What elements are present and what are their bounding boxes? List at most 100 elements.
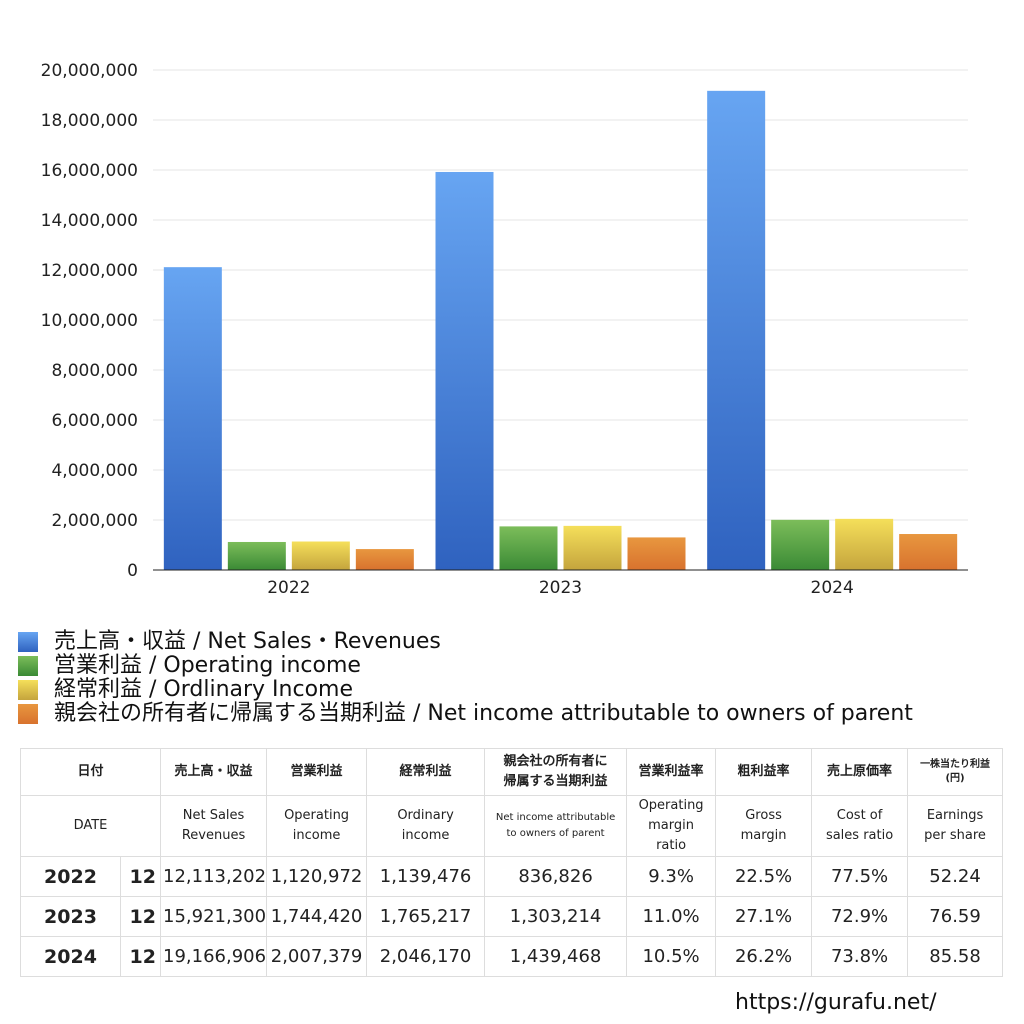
- header-eps-jp-line2: (円): [945, 773, 965, 784]
- y-tick-label: 16,000,000: [41, 161, 138, 181]
- y-tick-label: 0: [127, 561, 138, 581]
- header-sales-jp: 売上高・収益: [159, 748, 268, 796]
- y-tick-label: 12,000,000: [41, 261, 138, 281]
- cell-ordinary: 2,046,170: [366, 936, 486, 977]
- legend-item-operating-income: 営業利益 / Operating income: [18, 654, 913, 678]
- bar-net-income-2024: [899, 534, 958, 570]
- header-date-en: DATE: [20, 795, 161, 857]
- legend-swatch-green: [18, 656, 38, 676]
- bar-operating-income-2023: [499, 526, 558, 570]
- header-net-income-jp-line2: 帰属する当期利益: [503, 774, 608, 789]
- bar-net-sales-2024: [707, 90, 766, 571]
- header-net-income-en-line2: to owners of parent: [506, 828, 605, 839]
- header-net-income-en-line1: Net income attributable: [495, 812, 616, 823]
- cell-net-income: 1,303,214: [484, 896, 628, 937]
- header-op-margin-en: Operating margin ratio: [626, 795, 717, 857]
- cell-sales: 15,921,300: [159, 896, 268, 937]
- header-ordinary-en-line2: income: [401, 828, 450, 843]
- header-date-jp: 日付: [20, 748, 161, 796]
- bar-ordinary-income-2023: [563, 525, 622, 570]
- legend-label: 経常利益 / Ordlinary Income: [54, 677, 353, 702]
- header-cost-ratio-en-line1: Cost of: [836, 808, 883, 823]
- header-operating-en-line2: income: [292, 828, 341, 843]
- cell-ordinary: 1,139,476: [366, 856, 486, 897]
- header-eps-en-line2: per share: [924, 828, 986, 843]
- header-gross-margin-en-line2: margin: [740, 828, 787, 843]
- y-tick-label: 6,000,000: [51, 411, 138, 431]
- bar-ordinary-income-2024: [835, 518, 894, 570]
- header-sales-en-line2: Revenues: [181, 828, 246, 843]
- header-operating-en-line1: Operating: [284, 808, 350, 823]
- header-sales-en-line1: Net Sales: [182, 808, 245, 823]
- cell-net-income: 1,439,468: [484, 936, 628, 977]
- legend-label: 売上高・収益 / Net Sales・Revenues: [54, 629, 441, 654]
- cell-year: 2024: [20, 936, 121, 977]
- legend-item-net-sales: 売上高・収益 / Net Sales・Revenues: [18, 630, 913, 654]
- bar-net-income-2022: [355, 549, 414, 570]
- cell-eps: 76.59: [907, 896, 1004, 937]
- header-ordinary-jp: 経常利益: [366, 748, 486, 796]
- header-cost-ratio-jp: 売上原価率: [811, 748, 909, 796]
- cell-year: 2023: [20, 896, 121, 937]
- y-tick-label: 2,000,000: [51, 511, 138, 531]
- header-eps-en: Earnings per share: [907, 795, 1004, 857]
- cell-month: 12: [120, 856, 161, 897]
- cell-ordinary: 1,765,217: [366, 896, 486, 937]
- bar-net-sales-2023: [435, 171, 494, 570]
- y-tick-label: 18,000,000: [41, 111, 138, 131]
- header-eps-jp-line1: 一株当たり利益: [920, 759, 991, 770]
- cell-month: 12: [120, 936, 161, 977]
- site-url-link[interactable]: https://gurafu.net/: [735, 990, 937, 1015]
- cell-op-margin: 9.3%: [626, 856, 717, 897]
- cell-cost-ratio: 72.9%: [811, 896, 909, 937]
- bar-operating-income-2024: [771, 519, 830, 570]
- header-op-margin-jp: 営業利益率: [626, 748, 717, 796]
- cell-net-income: 836,826: [484, 856, 628, 897]
- header-cost-ratio-en-line2: sales ratio: [825, 828, 894, 843]
- header-ordinary-en: Ordinary income: [366, 795, 486, 857]
- header-gross-margin-jp: 粗利益率: [715, 748, 813, 796]
- cell-sales: 12,113,202: [159, 856, 268, 897]
- bar-net-income-2023: [627, 537, 686, 570]
- gridlines: [153, 69, 968, 521]
- header-operating-jp: 営業利益: [266, 748, 368, 796]
- financial-data-table: 日付 売上高・収益 営業利益 経常利益 親会社の所有者に 帰属する当期利益 営業…: [20, 748, 1004, 977]
- y-tick-label: 8,000,000: [51, 361, 138, 381]
- legend-label: 営業利益 / Operating income: [54, 653, 361, 678]
- cell-operating: 1,120,972: [266, 856, 368, 897]
- bars: [163, 90, 958, 571]
- bar-ordinary-income-2022: [291, 541, 350, 570]
- bar-net-sales-2022: [163, 267, 222, 570]
- legend-item-ordinary-income: 経常利益 / Ordlinary Income: [18, 678, 913, 702]
- table-row: 2022 12 12,113,202 1,120,972 1,139,476 8…: [20, 856, 1004, 897]
- header-cost-ratio-en: Cost of sales ratio: [811, 795, 909, 857]
- cell-sales: 19,166,906: [159, 936, 268, 977]
- header-operating-en: Operating income: [266, 795, 368, 857]
- legend-swatch-blue: [18, 632, 38, 652]
- table-row: 2024 12 19,166,906 2,007,379 2,046,170 1…: [20, 936, 1004, 977]
- cell-op-margin: 10.5%: [626, 936, 717, 977]
- legend-label: 親会社の所有者に帰属する当期利益 / Net income attributab…: [54, 701, 913, 726]
- x-tick-label: 2023: [539, 578, 582, 598]
- legend-swatch-yellow: [18, 680, 38, 700]
- header-sales-en: Net Sales Revenues: [159, 795, 268, 857]
- cell-cost-ratio: 77.5%: [811, 856, 909, 897]
- header-net-income-jp-line1: 親会社の所有者に: [503, 754, 608, 769]
- y-tick-label: 4,000,000: [51, 461, 138, 481]
- header-op-margin-en-line2: margin: [648, 818, 694, 833]
- header-net-income-jp: 親会社の所有者に 帰属する当期利益: [484, 748, 628, 796]
- cell-eps: 52.24: [907, 856, 1004, 897]
- cell-op-margin: 11.0%: [626, 896, 717, 937]
- cell-cost-ratio: 73.8%: [811, 936, 909, 977]
- header-op-margin-en-line3: ratio: [656, 838, 687, 853]
- header-eps-jp: 一株当たり利益 (円): [907, 748, 1004, 796]
- y-axis-ticks: 0 2,000,000 4,000,000 6,000,000 8,000,000 10,…: [41, 61, 138, 581]
- table-header-en-row: DATE Net Sales Revenues Operating income…: [20, 795, 1004, 857]
- table-header-jp-row: 日付 売上高・収益 営業利益 経常利益 親会社の所有者に 帰属する当期利益 営業…: [20, 748, 1004, 796]
- bar-operating-income-2022: [227, 541, 286, 570]
- header-eps-en-line1: Earnings: [926, 808, 984, 823]
- x-axis-ticks: 2022 2023 2024: [267, 578, 854, 598]
- x-tick-label: 2024: [811, 578, 854, 598]
- y-tick-label: 10,000,000: [41, 311, 138, 331]
- cell-eps: 85.58: [907, 936, 1004, 977]
